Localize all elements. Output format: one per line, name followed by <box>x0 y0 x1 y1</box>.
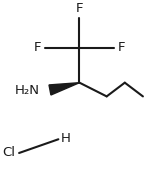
Text: H: H <box>61 132 71 145</box>
Text: F: F <box>118 41 126 54</box>
Text: F: F <box>76 2 83 15</box>
Text: F: F <box>33 41 41 54</box>
Polygon shape <box>49 83 80 95</box>
Text: H₂N: H₂N <box>14 84 40 97</box>
Text: Cl: Cl <box>2 146 15 159</box>
